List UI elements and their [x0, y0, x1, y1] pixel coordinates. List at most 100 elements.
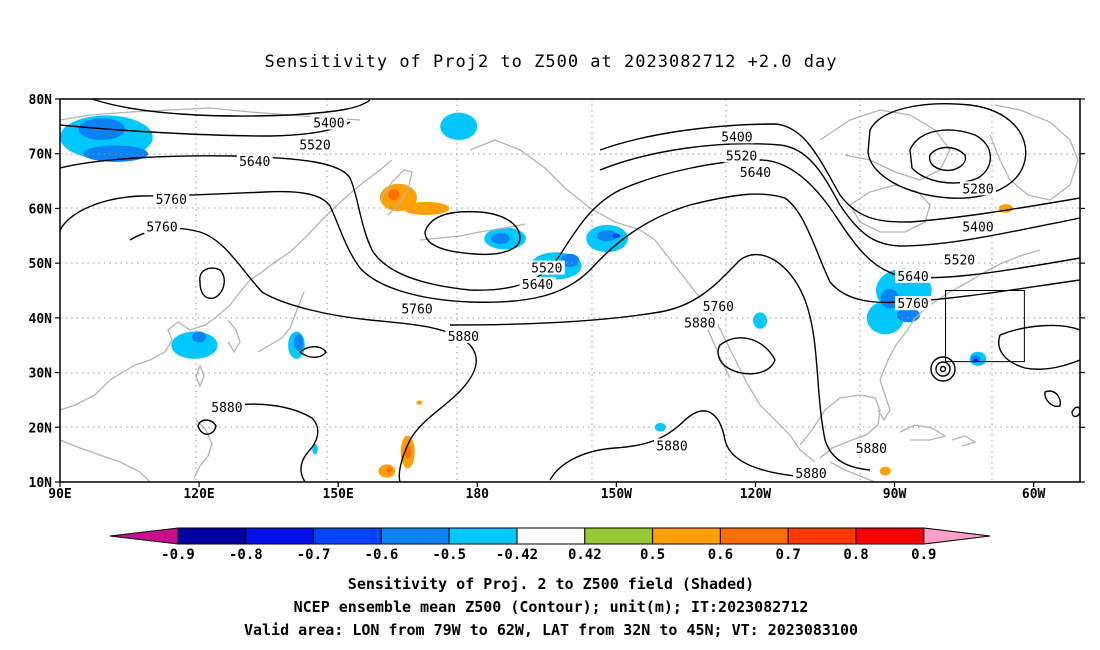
sensitivity-blob [386, 467, 392, 473]
contour-5880-east [449, 253, 871, 471]
z500-contours [60, 99, 1080, 482]
lon-tick-label: 150E [323, 487, 354, 502]
contour-label-bg [519, 277, 556, 292]
contour-small-philippine [197, 419, 217, 435]
lon-tick-label: 120W [740, 487, 771, 502]
coastline-central-america [829, 461, 876, 482]
contour-label: 5640 [236, 153, 273, 170]
footer-line-1: Sensitivity of Proj. 2 to Z500 field (Sh… [348, 575, 754, 593]
colorbar-swatch [584, 527, 654, 545]
coastline-na-west [654, 239, 816, 463]
contour-label-text: 5760 [156, 193, 187, 208]
contour-label: 5760 [153, 192, 190, 208]
coastline-aleutians [419, 223, 526, 241]
contour-label: 5760 [399, 301, 435, 318]
contour-label: 5400 [310, 115, 347, 132]
contour-polar-low-3 [928, 146, 967, 172]
contour-label: 5640 [737, 164, 774, 181]
lat-tick-label: 70N [29, 148, 53, 163]
figure-title: Sensitivity of Proj2 to Z500 at 20230827… [265, 52, 838, 72]
colorbar-label: 0.9 [911, 547, 936, 563]
contour-label-bg [793, 465, 830, 480]
contour-label: 5760 [895, 296, 932, 312]
contour-label: 5880 [445, 329, 482, 345]
contour-label-text: 5880 [656, 439, 687, 454]
contour-atlantic-high-2 [998, 334, 1080, 370]
contour-polar-low-2 [909, 129, 992, 184]
contour-label: 5880 [793, 465, 830, 482]
sensitivity-blob [192, 331, 207, 343]
contour-label-bg [654, 438, 690, 453]
contour-label-bg [700, 298, 737, 313]
contour-label-text: 5400 [962, 221, 993, 236]
contour-cutoff-low-inner [939, 365, 947, 373]
colorbar-label: -0.42 [496, 547, 538, 563]
contour-sw-pacific [235, 403, 319, 482]
sensitivity-blob [171, 331, 218, 359]
lat-tick-label: 40N [29, 312, 53, 327]
contour-label-text: 5520 [299, 139, 330, 154]
contour-5400-mid [599, 123, 1080, 223]
colorbar-label: 0.5 [640, 547, 665, 563]
contour-label-text: 5760 [703, 300, 734, 315]
colorbar-swatch [652, 527, 721, 545]
contour-5520-mid [599, 143, 1080, 247]
contour-label: 5640 [519, 277, 556, 293]
coastline-philippines [193, 419, 213, 479]
lat-tick-label: 60N [29, 202, 53, 217]
sensitivity-blob [416, 400, 423, 405]
coastline-hudson-bay [849, 184, 931, 233]
contour-5400-west [91, 99, 371, 117]
contour-label-text: 5880 [684, 316, 715, 331]
contour-5640-west [60, 155, 1080, 291]
coastline-cuba [899, 424, 947, 441]
coastline-arctic-islands [819, 109, 951, 181]
contour-label-text: 5400 [721, 130, 752, 145]
contour-5880-tropical [549, 410, 796, 481]
coastline-kamchatka [379, 169, 413, 216]
colorbar-label: 0.7 [776, 547, 801, 563]
sensitivity-blob [491, 233, 510, 244]
contour-label-bg [310, 115, 347, 130]
lon-tick-label: 180 [466, 487, 490, 502]
contour-label: 5760 [144, 219, 180, 236]
figure-footer: Sensitivity of Proj. 2 to Z500 field (Sh… [244, 575, 858, 639]
contour-label-text: 5640 [522, 278, 553, 293]
colorbar-swatch [516, 527, 586, 545]
colorbar-left-arrow [109, 527, 179, 545]
colorbar-swatch [448, 527, 518, 545]
coastline-alaska [469, 139, 656, 241]
colorbar: -0.9 -0.8 -0.7 -0.6 -0.5 -0.42 0.42 0.5 0.6 0.7 0.… [109, 527, 991, 563]
contour-label-bg [718, 129, 755, 144]
contour-label: 5760 [700, 298, 737, 315]
contour-atlantic-small-2 [1071, 406, 1080, 418]
contour-label-text: 5880 [448, 330, 479, 345]
contour-label-bg [236, 153, 273, 168]
sensitivity-blob [560, 253, 580, 267]
colorbar-label: 0.6 [708, 547, 733, 563]
coastline-asia [60, 159, 393, 411]
sensitivity-blob [753, 312, 768, 329]
colorbar-label: -0.5 [432, 547, 466, 563]
contour-label-bg [895, 268, 932, 283]
contour-label-text: 5760 [897, 297, 928, 312]
map-panel: 5400552056405760576054005520564052805400… [59, 98, 1081, 483]
colorbar-swatch [719, 527, 789, 545]
contour-label-bg [737, 164, 774, 179]
contour-label: 5280 [960, 181, 996, 197]
colorbar-swatch [245, 527, 315, 545]
latlon-grid [60, 99, 1080, 482]
coastline-gulf-mexico [799, 394, 881, 459]
colorbar-swatch [313, 527, 382, 545]
contour-label-bg [681, 315, 718, 330]
footer-line-2: NCEP ensemble mean Z500 (Contour); unit(… [294, 598, 809, 616]
colorbar-label: -0.9 [161, 547, 195, 563]
lon-tick-label: 60W [1022, 487, 1046, 502]
lon-tick-label: 90E [48, 487, 71, 502]
contour-label-bg [528, 260, 565, 275]
sensitivity-shading [60, 112, 1013, 478]
contour-small-pacific [298, 346, 327, 358]
contour-5880-west [129, 227, 477, 482]
contour-label: 5400 [718, 129, 755, 145]
